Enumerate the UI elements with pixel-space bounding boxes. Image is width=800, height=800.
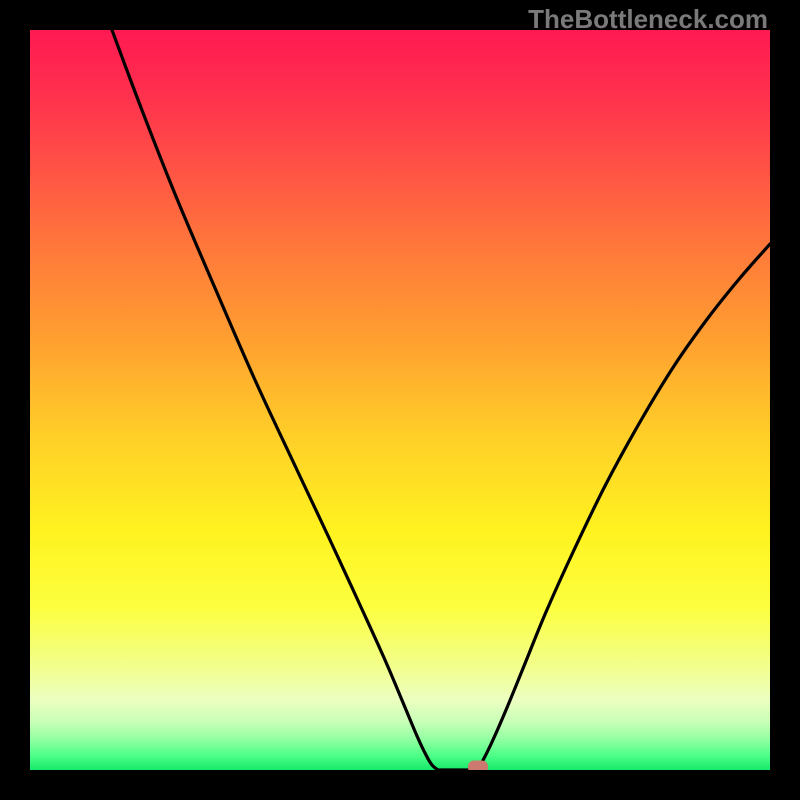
gradient-background: [30, 30, 770, 770]
watermark-text: TheBottleneck.com: [528, 4, 768, 35]
bottleneck-chart: [0, 0, 800, 800]
